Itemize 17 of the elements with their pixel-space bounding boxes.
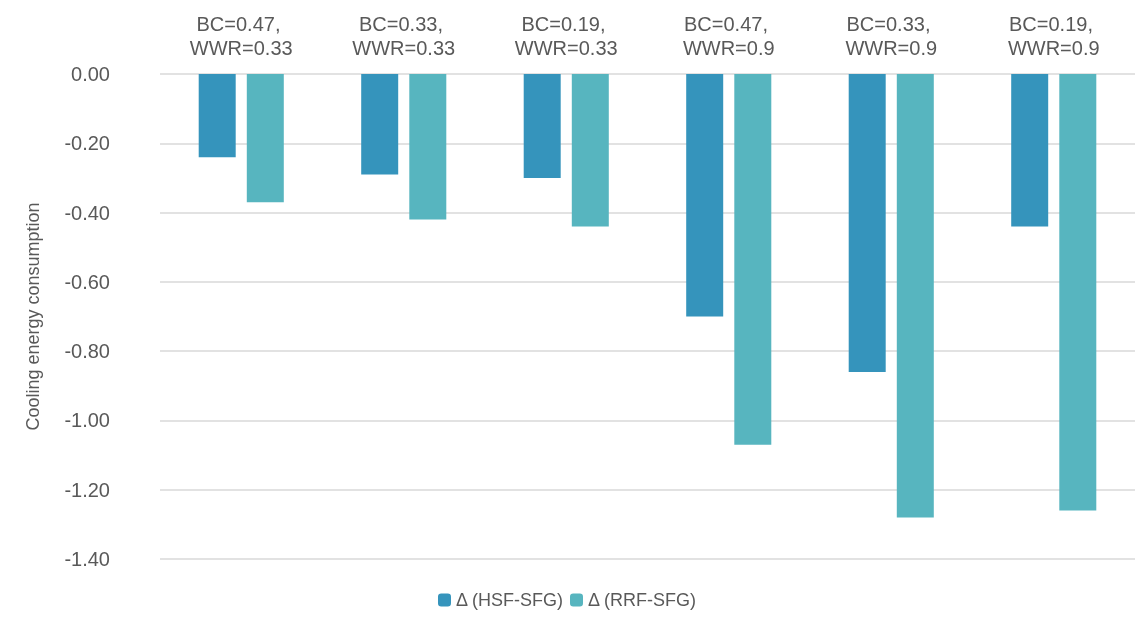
y-tick-label: -0.40 <box>64 201 110 224</box>
y-tick-label: -0.80 <box>64 340 110 363</box>
y-axis-title: Cooling energy consumption <box>23 202 43 431</box>
legend-label: Δ (HSF-SFG) <box>455 590 564 610</box>
y-tick-label: -0.60 <box>64 270 110 293</box>
x-tick-label: BC=0.47, WWR=0.33 <box>189 13 293 59</box>
y-tick-label: -1.00 <box>64 409 110 432</box>
legend-label: Δ (RRF-SFG) <box>588 590 697 610</box>
y-tick-label: -1.40 <box>64 548 110 570</box>
x-tick-label: BC=0.33, WWR=0.9 <box>845 13 938 59</box>
y-tick-label: 0.00 <box>71 63 110 85</box>
x-tick-label: BC=0.47, WWR=0.9 <box>682 13 775 59</box>
x-tick-label: BC=0.33, WWR=0.33 <box>352 13 456 59</box>
x-tick-label: BC=0.19, WWR=0.33 <box>514 13 618 59</box>
y-tick-label: -1.20 <box>64 478 110 501</box>
y-tick-label: -0.20 <box>64 132 110 155</box>
x-tick-label: BC=0.19, WWR=0.9 <box>1007 13 1100 59</box>
